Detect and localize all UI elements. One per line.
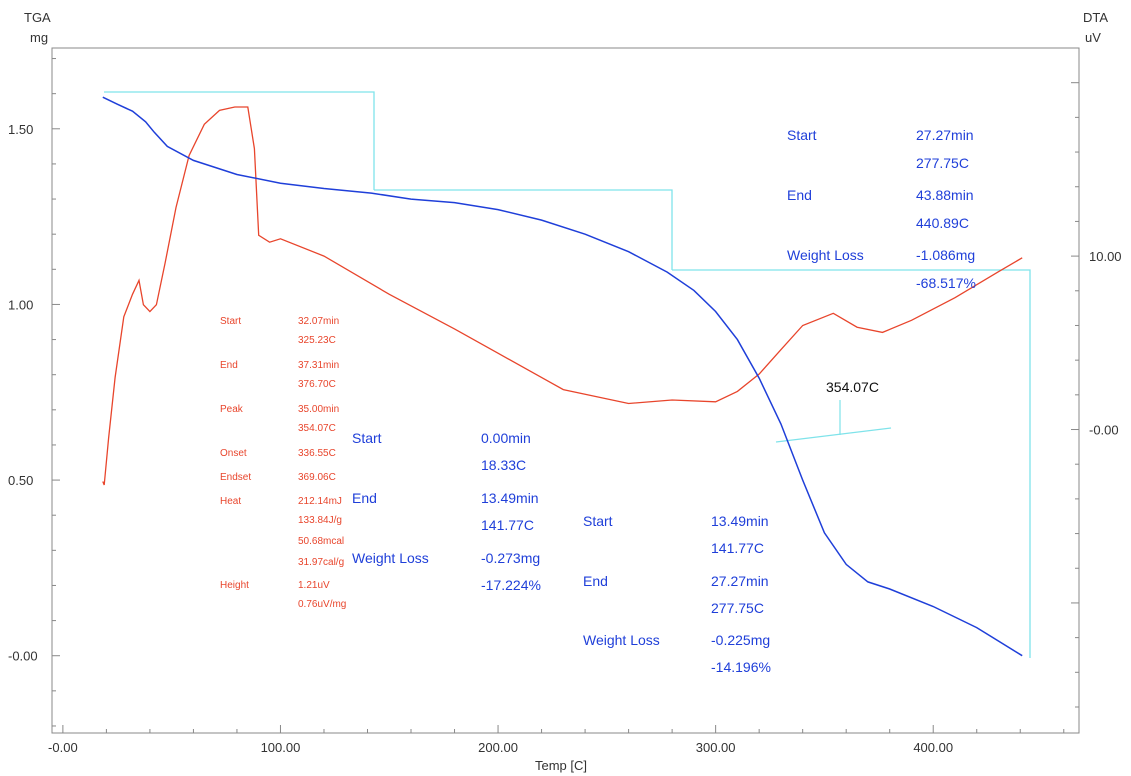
y-left-tick-label: -0.00 bbox=[8, 649, 38, 664]
tga-series-line bbox=[102, 96, 1023, 657]
x-tick-label: 200.00 bbox=[478, 740, 518, 755]
peak-peak-time: 35.00min bbox=[298, 404, 339, 415]
step1-loss-pct: -17.224% bbox=[481, 577, 541, 593]
y-left-tick-label: 1.50 bbox=[8, 122, 33, 137]
y-right-tick-label: 10.00 bbox=[1089, 249, 1122, 264]
step3-start-label: Start bbox=[787, 127, 817, 143]
x-tick-label: 400.00 bbox=[913, 740, 953, 755]
step3-loss-label: Weight Loss bbox=[787, 247, 864, 263]
step3-loss-pct: -68.517% bbox=[916, 275, 976, 291]
step1-loss-label: Weight Loss bbox=[352, 550, 429, 566]
step3-end-label: End bbox=[787, 187, 812, 203]
peak-start-temp: 325.23C bbox=[298, 335, 336, 346]
peak-label: 354.07C bbox=[826, 379, 879, 395]
step1-start-label: Start bbox=[352, 430, 382, 446]
peak-heat-calg: 31.97cal/g bbox=[298, 557, 344, 568]
peak-start-label: Start bbox=[220, 316, 241, 327]
peak-onset-value: 336.55C bbox=[298, 448, 336, 459]
peak-endset-label: Endset bbox=[220, 472, 251, 483]
step1-end-temp: 141.77C bbox=[481, 517, 534, 533]
peak-markers bbox=[775, 400, 892, 443]
step-line-2 bbox=[374, 189, 673, 270]
step3-loss-mg: -1.086mg bbox=[916, 247, 975, 263]
peak-endset-value: 369.06C bbox=[298, 472, 336, 483]
step3-start-temp: 277.75C bbox=[916, 155, 969, 171]
step1-end-time: 13.49min bbox=[481, 490, 539, 506]
peak-start-time: 32.07min bbox=[298, 316, 339, 327]
step2-end-time: 27.27min bbox=[711, 573, 769, 589]
x-tick-label: -0.00 bbox=[48, 740, 78, 755]
peak-heat-label: Heat bbox=[220, 496, 241, 507]
peak-end-temp: 376.70C bbox=[298, 379, 336, 390]
y-right-unit: uV bbox=[1085, 30, 1101, 45]
step2-annotation: Start 13.49min 141.77C End 27.27min 277.… bbox=[583, 513, 771, 675]
y-left-unit: mg bbox=[30, 30, 49, 45]
step2-loss-pct: -14.196% bbox=[711, 659, 771, 675]
y-left-tick-label: 1.00 bbox=[8, 297, 33, 312]
peak-annotation: Start 32.07min 325.23C End 37.31min 376.… bbox=[220, 316, 346, 610]
peak-peak-temp: 354.07C bbox=[298, 423, 336, 434]
step1-end-label: End bbox=[352, 490, 377, 506]
plot-frame bbox=[51, 47, 1080, 734]
peak-heat-jg: 133.84J/g bbox=[298, 515, 342, 526]
peak-baseline bbox=[775, 427, 892, 443]
step-line-1 bbox=[104, 91, 375, 190]
x-axis-label: Temp [C] bbox=[535, 758, 588, 773]
step3-end-temp: 440.89C bbox=[916, 215, 969, 231]
step3-annotation: Start 27.27min 277.75C End 43.88min 440.… bbox=[787, 127, 976, 291]
y-left-tick-label: 0.50 bbox=[8, 473, 33, 488]
step3-start-time: 27.27min bbox=[916, 127, 974, 143]
step2-end-temp: 277.75C bbox=[711, 600, 764, 616]
step3-end-time: 43.88min bbox=[916, 187, 974, 203]
peak-heat-mcal: 50.68mcal bbox=[298, 536, 344, 547]
dta-series-line bbox=[102, 106, 1023, 486]
peak-heat-mj: 212.14mJ bbox=[298, 496, 342, 507]
peak-onset-label: Onset bbox=[220, 448, 247, 459]
x-tick-label: 100.00 bbox=[261, 740, 301, 755]
peak-height-label: Height bbox=[220, 580, 249, 591]
y-right-title: DTA bbox=[1083, 10, 1109, 25]
step2-start-time: 13.49min bbox=[711, 513, 769, 529]
y-left-title: TGA bbox=[24, 10, 51, 25]
peak-height-uvmg: 0.76uV/mg bbox=[298, 599, 346, 610]
step1-loss-mg: -0.273mg bbox=[481, 550, 540, 566]
y-right-axis-ticks: -0.00 10.00 bbox=[1071, 82, 1122, 708]
x-axis-ticks: -0.00 100.00 200.00 300.00 400.00 bbox=[48, 725, 1065, 755]
step-line-3 bbox=[672, 269, 1031, 658]
step1-start-time: 0.00min bbox=[481, 430, 531, 446]
x-tick-label: 300.00 bbox=[696, 740, 736, 755]
step2-loss-label: Weight Loss bbox=[583, 632, 660, 648]
y-left-axis-ticks: -0.00 0.50 1.00 1.50 bbox=[8, 58, 60, 727]
peak-end-time: 37.31min bbox=[298, 360, 339, 371]
step2-start-temp: 141.77C bbox=[711, 540, 764, 556]
step2-loss-mg: -0.225mg bbox=[711, 632, 770, 648]
step2-start-label: Start bbox=[583, 513, 613, 529]
step-baseline-lines bbox=[104, 91, 1031, 658]
step1-annotation: Start 0.00min 18.33C End 13.49min 141.77… bbox=[352, 430, 541, 593]
step2-end-label: End bbox=[583, 573, 608, 589]
peak-peak-label: Peak bbox=[220, 404, 244, 415]
peak-height-uv: 1.21uV bbox=[298, 580, 330, 591]
y-right-tick-label: -0.00 bbox=[1089, 423, 1119, 438]
step1-start-temp: 18.33C bbox=[481, 457, 526, 473]
peak-end-label: End bbox=[220, 360, 238, 371]
